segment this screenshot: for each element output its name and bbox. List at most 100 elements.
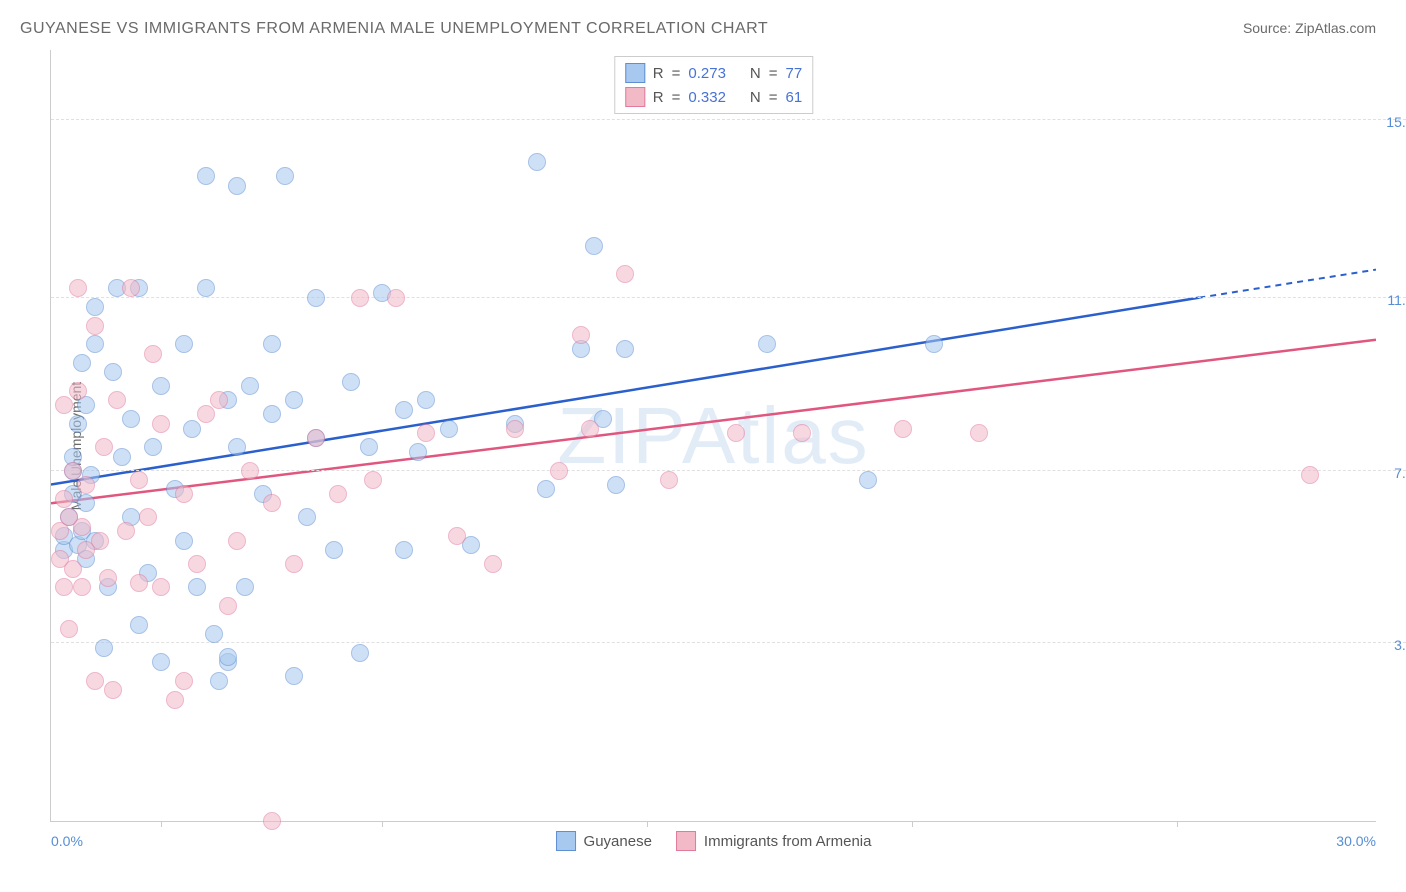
data-point: [285, 667, 303, 685]
data-point: [528, 153, 546, 171]
data-point: [298, 508, 316, 526]
data-point: [144, 438, 162, 456]
data-point: [95, 639, 113, 657]
legend-row-2: R = 0.332 N = 61: [625, 85, 802, 109]
data-point: [99, 569, 117, 587]
y-grid-label: 3.8%: [1394, 637, 1406, 653]
data-point: [73, 518, 91, 536]
n-value-2: 61: [786, 89, 803, 106]
data-point: [122, 410, 140, 428]
data-point: [69, 382, 87, 400]
data-point: [581, 420, 599, 438]
source-name: ZipAtlas.com: [1295, 20, 1376, 36]
data-point: [130, 471, 148, 489]
data-point: [197, 279, 215, 297]
data-point: [197, 405, 215, 423]
data-point: [117, 522, 135, 540]
data-point: [228, 532, 246, 550]
grid-line: [51, 642, 1406, 643]
data-point: [325, 541, 343, 559]
chart-container: GUYANESE VS IMMIGRANTS FROM ARMENIA MALE…: [0, 0, 1406, 892]
data-point: [263, 494, 281, 512]
data-point: [351, 289, 369, 307]
data-point: [351, 644, 369, 662]
data-point: [263, 405, 281, 423]
data-point: [506, 420, 524, 438]
data-point: [188, 555, 206, 573]
data-point: [263, 335, 281, 353]
data-point: [236, 578, 254, 596]
data-point: [55, 578, 73, 596]
data-point: [86, 335, 104, 353]
x-tick: [1177, 821, 1178, 827]
data-point: [607, 476, 625, 494]
data-point: [241, 462, 259, 480]
data-point: [175, 485, 193, 503]
data-point: [228, 438, 246, 456]
data-point: [69, 279, 87, 297]
data-point: [144, 345, 162, 363]
y-grid-label: 11.2%: [1387, 292, 1406, 308]
data-point: [395, 401, 413, 419]
data-point: [329, 485, 347, 503]
data-point: [859, 471, 877, 489]
x-tick: [912, 821, 913, 827]
watermark: ZIPAtlas: [557, 390, 869, 482]
data-point: [69, 415, 87, 433]
data-point: [122, 279, 140, 297]
data-point: [616, 340, 634, 358]
x-axis-min-label: 0.0%: [51, 833, 83, 849]
data-point: [537, 480, 555, 498]
data-point: [152, 415, 170, 433]
data-point: [241, 377, 259, 395]
data-point: [395, 541, 413, 559]
data-point: [219, 597, 237, 615]
data-point: [73, 354, 91, 372]
data-point: [660, 471, 678, 489]
data-point: [55, 490, 73, 508]
y-grid-label: 15.0%: [1386, 114, 1406, 130]
data-point: [550, 462, 568, 480]
data-point: [91, 532, 109, 550]
legend-item-armenia: Immigrants from Armenia: [676, 831, 872, 851]
data-point: [285, 391, 303, 409]
data-point: [104, 681, 122, 699]
data-point: [183, 420, 201, 438]
data-point: [228, 177, 246, 195]
data-point: [342, 373, 360, 391]
plot-area: ZIPAtlas R = 0.273 N = 77 R = 0.332 N =: [50, 50, 1376, 822]
data-point: [86, 672, 104, 690]
data-point: [360, 438, 378, 456]
data-point: [152, 653, 170, 671]
guyanese-trend: [51, 298, 1199, 485]
swatch-guyanese: [556, 831, 576, 851]
data-point: [307, 289, 325, 307]
swatch-series-2: [625, 87, 645, 107]
grid-line: [51, 119, 1406, 120]
data-point: [104, 363, 122, 381]
data-point: [1301, 466, 1319, 484]
x-tick: [161, 821, 162, 827]
data-point: [793, 424, 811, 442]
correlation-legend: R = 0.273 N = 77 R = 0.332 N = 61: [614, 56, 813, 114]
data-point: [364, 471, 382, 489]
data-point: [175, 672, 193, 690]
data-point: [210, 672, 228, 690]
data-point: [417, 424, 435, 442]
data-point: [73, 578, 91, 596]
guyanese-trend-extrapolated: [1199, 270, 1376, 298]
data-point: [86, 317, 104, 335]
legend-label-guyanese: Guyanese: [584, 833, 652, 850]
data-point: [276, 167, 294, 185]
swatch-armenia: [676, 831, 696, 851]
data-point: [175, 335, 193, 353]
x-tick: [382, 821, 383, 827]
legend-label-armenia: Immigrants from Armenia: [704, 833, 872, 850]
data-point: [307, 429, 325, 447]
r-value-2: 0.332: [688, 89, 726, 106]
data-point: [925, 335, 943, 353]
legend-row-1: R = 0.273 N = 77: [625, 61, 802, 85]
data-point: [188, 578, 206, 596]
source-attribution: Source: ZipAtlas.com: [1243, 20, 1376, 36]
data-point: [484, 555, 502, 573]
